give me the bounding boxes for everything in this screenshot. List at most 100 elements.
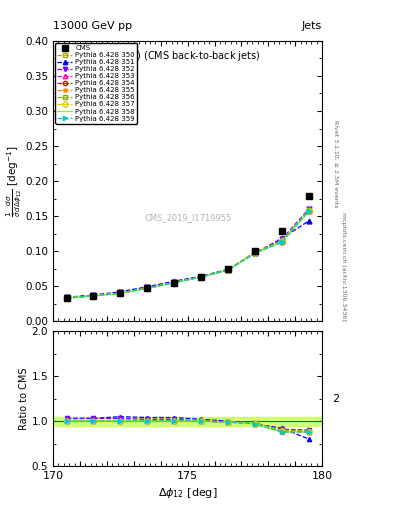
Pythia 6.428 359 [145,285,150,291]
Pythia 6.428 356 [199,274,204,280]
Pythia 6.428 358 [118,290,123,296]
Pythia 6.428 353 [91,293,96,299]
Pythia 6.428 358 [253,250,257,256]
Pythia 6.428 357 [253,250,257,256]
Pythia 6.428 350 [307,207,311,214]
Pythia 6.428 353 [226,267,230,273]
Pythia 6.428 359 [118,290,123,296]
Pythia 6.428 354 [226,267,230,273]
Pythia 6.428 357 [145,285,150,291]
Pythia 6.428 358 [199,274,204,280]
Pythia 6.428 357 [279,238,284,244]
Pythia 6.428 353 [199,274,204,280]
Pythia 6.428 351 [307,218,311,224]
Pythia 6.428 354 [279,239,284,245]
Pythia 6.428 352 [118,289,123,295]
Line: Pythia 6.428 353: Pythia 6.428 353 [64,209,311,301]
CMS [118,290,123,296]
Pythia 6.428 355 [172,280,176,286]
Pythia 6.428 359 [253,250,257,256]
Line: Pythia 6.428 350: Pythia 6.428 350 [64,208,311,301]
Pythia 6.428 358 [226,267,230,273]
Pythia 6.428 350 [253,249,257,255]
Pythia 6.428 351 [91,292,96,298]
Pythia 6.428 355 [253,249,257,255]
Pythia 6.428 358 [307,208,311,214]
Pythia 6.428 355 [199,274,204,280]
Pythia 6.428 359 [279,239,284,245]
Y-axis label: Ratio to CMS: Ratio to CMS [19,368,29,430]
Pythia 6.428 357 [307,208,311,214]
Pythia 6.428 350 [64,295,69,301]
CMS [172,280,176,286]
Pythia 6.428 352 [91,292,96,298]
Pythia 6.428 356 [307,207,311,214]
Pythia 6.428 355 [226,267,230,273]
CMS [307,194,311,200]
Pythia 6.428 359 [91,293,96,299]
Line: Pythia 6.428 358: Pythia 6.428 358 [66,211,309,298]
Text: 2: 2 [332,394,340,404]
Pythia 6.428 353 [118,290,123,296]
Pythia 6.428 358 [172,280,176,286]
Line: Pythia 6.428 351: Pythia 6.428 351 [64,219,311,300]
Pythia 6.428 352 [226,267,230,273]
Pythia 6.428 354 [253,250,257,256]
X-axis label: $\Delta\phi_{12}$ [deg]: $\Delta\phi_{12}$ [deg] [158,486,217,500]
Pythia 6.428 354 [172,280,176,286]
Pythia 6.428 358 [279,239,284,245]
Pythia 6.428 358 [145,285,150,291]
Pythia 6.428 354 [64,295,69,301]
Pythia 6.428 355 [91,293,96,299]
Text: Rivet 3.1.10, ≥ 2.5M events: Rivet 3.1.10, ≥ 2.5M events [334,120,338,207]
Legend: CMS, Pythia 6.428 350, Pythia 6.428 351, Pythia 6.428 352, Pythia 6.428 353, Pyt: CMS, Pythia 6.428 350, Pythia 6.428 351,… [55,43,137,123]
Pythia 6.428 354 [118,290,123,296]
Pythia 6.428 351 [145,284,150,290]
Pythia 6.428 359 [64,295,69,301]
Pythia 6.428 356 [172,280,176,286]
Pythia 6.428 351 [279,236,284,242]
Pythia 6.428 351 [199,273,204,280]
Pythia 6.428 356 [253,249,257,255]
Pythia 6.428 359 [307,208,311,214]
Pythia 6.428 356 [145,285,150,291]
Pythia 6.428 358 [64,295,69,301]
Text: CMS_2019_I1719955: CMS_2019_I1719955 [144,213,231,222]
CMS [279,228,284,234]
Pythia 6.428 353 [307,208,311,214]
Pythia 6.428 350 [226,267,230,273]
Text: mcplots.cern.ch [arXiv:1306.3436]: mcplots.cern.ch [arXiv:1306.3436] [342,212,346,321]
Pythia 6.428 351 [253,250,257,256]
Pythia 6.428 353 [279,238,284,244]
Pythia 6.428 356 [118,290,123,296]
Pythia 6.428 358 [91,293,96,299]
Pythia 6.428 353 [172,280,176,286]
Pythia 6.428 352 [307,206,311,212]
Pythia 6.428 352 [172,279,176,285]
Pythia 6.428 355 [307,207,311,214]
Line: Pythia 6.428 355: Pythia 6.428 355 [64,208,311,301]
Pythia 6.428 357 [172,280,176,286]
Pythia 6.428 357 [118,290,123,296]
Pythia 6.428 355 [145,285,150,291]
CMS [145,285,150,291]
Pythia 6.428 352 [279,236,284,242]
Pythia 6.428 352 [64,294,69,301]
Pythia 6.428 350 [118,290,123,296]
Bar [53,417,322,425]
CMS [199,274,204,280]
Line: CMS: CMS [63,194,312,301]
Pythia 6.428 350 [199,274,204,280]
Pythia 6.428 356 [279,238,284,244]
Pythia 6.428 356 [91,293,96,299]
Pythia 6.428 355 [118,290,123,296]
Pythia 6.428 354 [307,208,311,214]
Pythia 6.428 350 [172,280,176,286]
CMS [226,266,230,272]
Pythia 6.428 352 [199,274,204,280]
Pythia 6.428 353 [145,285,150,291]
Pythia 6.428 350 [279,238,284,244]
Pythia 6.428 350 [145,285,150,291]
Pythia 6.428 354 [199,274,204,280]
Pythia 6.428 351 [226,266,230,272]
